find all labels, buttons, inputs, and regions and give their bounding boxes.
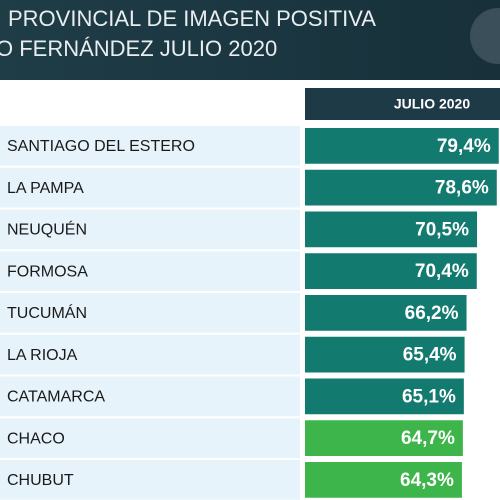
category-label: SANTIAGO DEL ESTERO bbox=[7, 138, 195, 155]
bar bbox=[305, 128, 499, 164]
bar bbox=[305, 295, 467, 331]
row-background bbox=[0, 167, 300, 208]
category-label: FORMOSA bbox=[7, 263, 88, 280]
value-label: 78,6% bbox=[435, 178, 489, 199]
value-label: 65,4% bbox=[403, 345, 457, 366]
category-label: CHACO bbox=[7, 430, 65, 447]
category-label: LA RIOJA bbox=[7, 347, 78, 364]
row-background bbox=[0, 334, 300, 375]
value-label: 79,4% bbox=[437, 136, 491, 157]
value-label: 70,4% bbox=[415, 261, 469, 282]
bar bbox=[305, 378, 464, 415]
column-header: JULIO 2020 bbox=[394, 96, 470, 112]
bar bbox=[305, 462, 462, 498]
bar bbox=[305, 253, 477, 289]
title-line: PROVINCIAL DE IMAGEN POSITIVA bbox=[8, 6, 376, 31]
row-background bbox=[0, 251, 300, 291]
header-band bbox=[0, 0, 500, 80]
bar bbox=[305, 420, 463, 456]
row-background bbox=[0, 460, 300, 500]
value-label: 64,7% bbox=[401, 428, 455, 449]
portrait bbox=[470, 8, 500, 64]
category-label: CATAMARCA bbox=[7, 389, 105, 406]
category-label: CHUBUT bbox=[7, 472, 74, 489]
value-label: 65,1% bbox=[402, 386, 456, 407]
value-label: 70,5% bbox=[415, 219, 469, 240]
column-header-box bbox=[305, 88, 500, 120]
bar bbox=[305, 211, 478, 248]
row-background bbox=[0, 376, 300, 417]
value-label: 64,3% bbox=[400, 470, 454, 491]
row-background bbox=[0, 209, 300, 250]
bar bbox=[305, 169, 497, 206]
bar bbox=[305, 336, 465, 373]
value-label: 66,2% bbox=[405, 303, 459, 324]
category-label: LA PAMPA bbox=[7, 180, 84, 197]
row-background bbox=[0, 418, 300, 458]
title-line: O FERNÁNDEZ JULIO 2020 bbox=[0, 36, 277, 61]
row-background bbox=[0, 126, 300, 166]
category-label: TUCUMÁN bbox=[7, 303, 87, 322]
row-background bbox=[0, 293, 300, 333]
category-label: NEUQUÉN bbox=[7, 220, 87, 239]
